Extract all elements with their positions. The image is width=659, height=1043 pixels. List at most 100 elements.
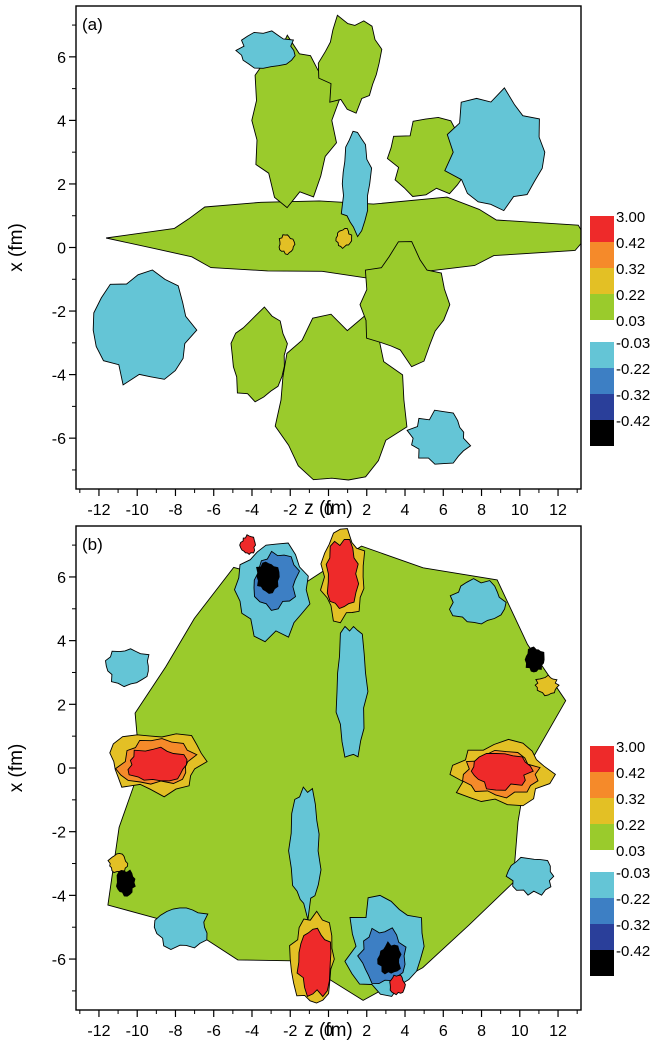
x-axis-title: z (fm) — [304, 1020, 353, 1041]
contour-region — [116, 869, 136, 897]
y-tick-label: 0 — [57, 241, 66, 258]
legend-label: -0.22 — [616, 891, 650, 908]
x-tick-label: 6 — [439, 1023, 448, 1040]
y-tick-label: 0 — [57, 761, 66, 778]
contour-region — [239, 534, 256, 556]
y-axis-title: x (fm) — [6, 744, 27, 793]
x-tick-label: 10 — [511, 502, 529, 519]
x-tick-label: -12 — [87, 502, 110, 519]
legend-label: -0.42 — [616, 943, 650, 960]
contour-region — [505, 856, 555, 896]
legend-swatch — [590, 294, 614, 320]
x-tick-label: 8 — [477, 502, 486, 519]
contour-region — [296, 927, 332, 998]
y-tick-label: -6 — [52, 952, 66, 969]
x-tick-label: 12 — [549, 502, 567, 519]
contour-region — [230, 306, 288, 403]
x-tick-label: 6 — [439, 502, 448, 519]
y-tick-label: 6 — [57, 570, 66, 587]
legend-swatch — [590, 924, 614, 950]
legend: 3.00 0.42 0.32 0.22 0.03 -0.03 -0.22 -0.32 -0.42 — [590, 209, 650, 446]
legend-swatch — [590, 216, 614, 242]
contour-region — [127, 746, 188, 782]
legend-label: 3.00 — [616, 209, 645, 226]
legend-label: -0.42 — [616, 413, 650, 430]
x-tick-label: 0 — [324, 502, 333, 519]
x-tick-label: -2 — [283, 502, 297, 519]
x-tick-label: 4 — [401, 502, 410, 519]
contour-region — [406, 409, 472, 465]
legend-swatch — [590, 772, 614, 798]
y-axis-title: x (fm) — [6, 223, 27, 272]
legend-swatch — [590, 368, 614, 394]
chart-panel: -12 -10 -8 -6 -4 -2 0 2 4 6 8 10 12 -6 -4 -2 0 2 4 6 z (fm) x… — [6, 525, 650, 1041]
x-tick-label: -4 — [245, 1023, 259, 1040]
x-tick-label: 2 — [362, 1023, 371, 1040]
legend-label: 0.03 — [616, 313, 645, 330]
x-tick-label: -6 — [207, 1023, 221, 1040]
x-tick-label: -8 — [168, 502, 182, 519]
contour-region — [256, 561, 280, 594]
x-tick-label: 4 — [401, 1023, 410, 1040]
y-tick-label: 2 — [57, 177, 66, 194]
legend-label: -0.32 — [616, 387, 650, 404]
legend: 3.00 0.42 0.32 0.22 0.03 -0.03 -0.22 -0.32 -0.42 — [590, 739, 650, 976]
legend-label: 0.03 — [616, 843, 645, 860]
x-tick-label: 12 — [549, 1023, 567, 1040]
panel-label: (a) — [82, 15, 103, 34]
legend-label: 0.42 — [616, 235, 645, 252]
contour-region — [105, 648, 150, 688]
contour-region — [92, 269, 198, 386]
contour-region — [340, 130, 373, 238]
legend-label: 3.00 — [616, 739, 645, 756]
contour-region — [389, 974, 406, 996]
legend-label: 0.32 — [616, 261, 645, 278]
legend-label: 0.22 — [616, 287, 645, 304]
x-tick-label: -2 — [283, 1023, 297, 1040]
legend-swatch — [590, 242, 614, 268]
contour-region — [335, 625, 369, 758]
x-tick-label: -6 — [207, 502, 221, 519]
contour-region — [534, 674, 560, 697]
legend-swatch — [590, 394, 614, 420]
legend-swatch — [590, 824, 614, 850]
x-tick-label: -10 — [126, 502, 149, 519]
legend-swatch — [590, 342, 614, 368]
contour-region — [335, 227, 353, 250]
contour-region — [325, 538, 360, 610]
legend-swatch — [590, 746, 614, 772]
legend-label: -0.22 — [616, 361, 650, 378]
x-tick-label: 8 — [477, 1023, 486, 1040]
contour-region — [448, 578, 507, 625]
contour-region — [288, 786, 322, 920]
y-tick-label: -2 — [52, 825, 66, 842]
x-tick-label: 10 — [511, 1023, 529, 1040]
legend-swatch — [590, 798, 614, 824]
contour-region — [317, 14, 383, 114]
x-tick-label: -8 — [168, 1023, 182, 1040]
legend-label: 0.42 — [616, 765, 645, 782]
contour-region — [107, 852, 129, 874]
contour-region — [524, 646, 545, 673]
x-tick-label: -12 — [87, 1023, 110, 1040]
panel-label: (b) — [82, 535, 103, 554]
x-tick-label: -4 — [245, 502, 259, 519]
y-tick-label: 6 — [57, 50, 66, 67]
y-tick-label: 4 — [57, 113, 66, 130]
y-tick-label: 4 — [57, 634, 66, 651]
contour-region — [470, 753, 534, 791]
legend-label: 0.32 — [616, 791, 645, 808]
y-tick-label: -4 — [52, 888, 66, 905]
chart-panel: -12 -10 -8 -6 -4 -2 0 2 4 6 8 10 12 -6 -4 -2 0 2 4 6 z (fm) x… — [6, 5, 650, 519]
x-tick-label: -10 — [126, 1023, 149, 1040]
legend-label: -0.03 — [616, 335, 650, 352]
legend-label: -0.32 — [616, 917, 650, 934]
contour-region — [153, 907, 209, 951]
legend-swatch — [590, 898, 614, 924]
y-tick-label: -4 — [52, 368, 66, 385]
legend-swatch — [590, 872, 614, 898]
legend-swatch — [590, 950, 614, 976]
contour-region — [278, 234, 296, 256]
x-axis-title: z (fm) — [304, 498, 353, 519]
